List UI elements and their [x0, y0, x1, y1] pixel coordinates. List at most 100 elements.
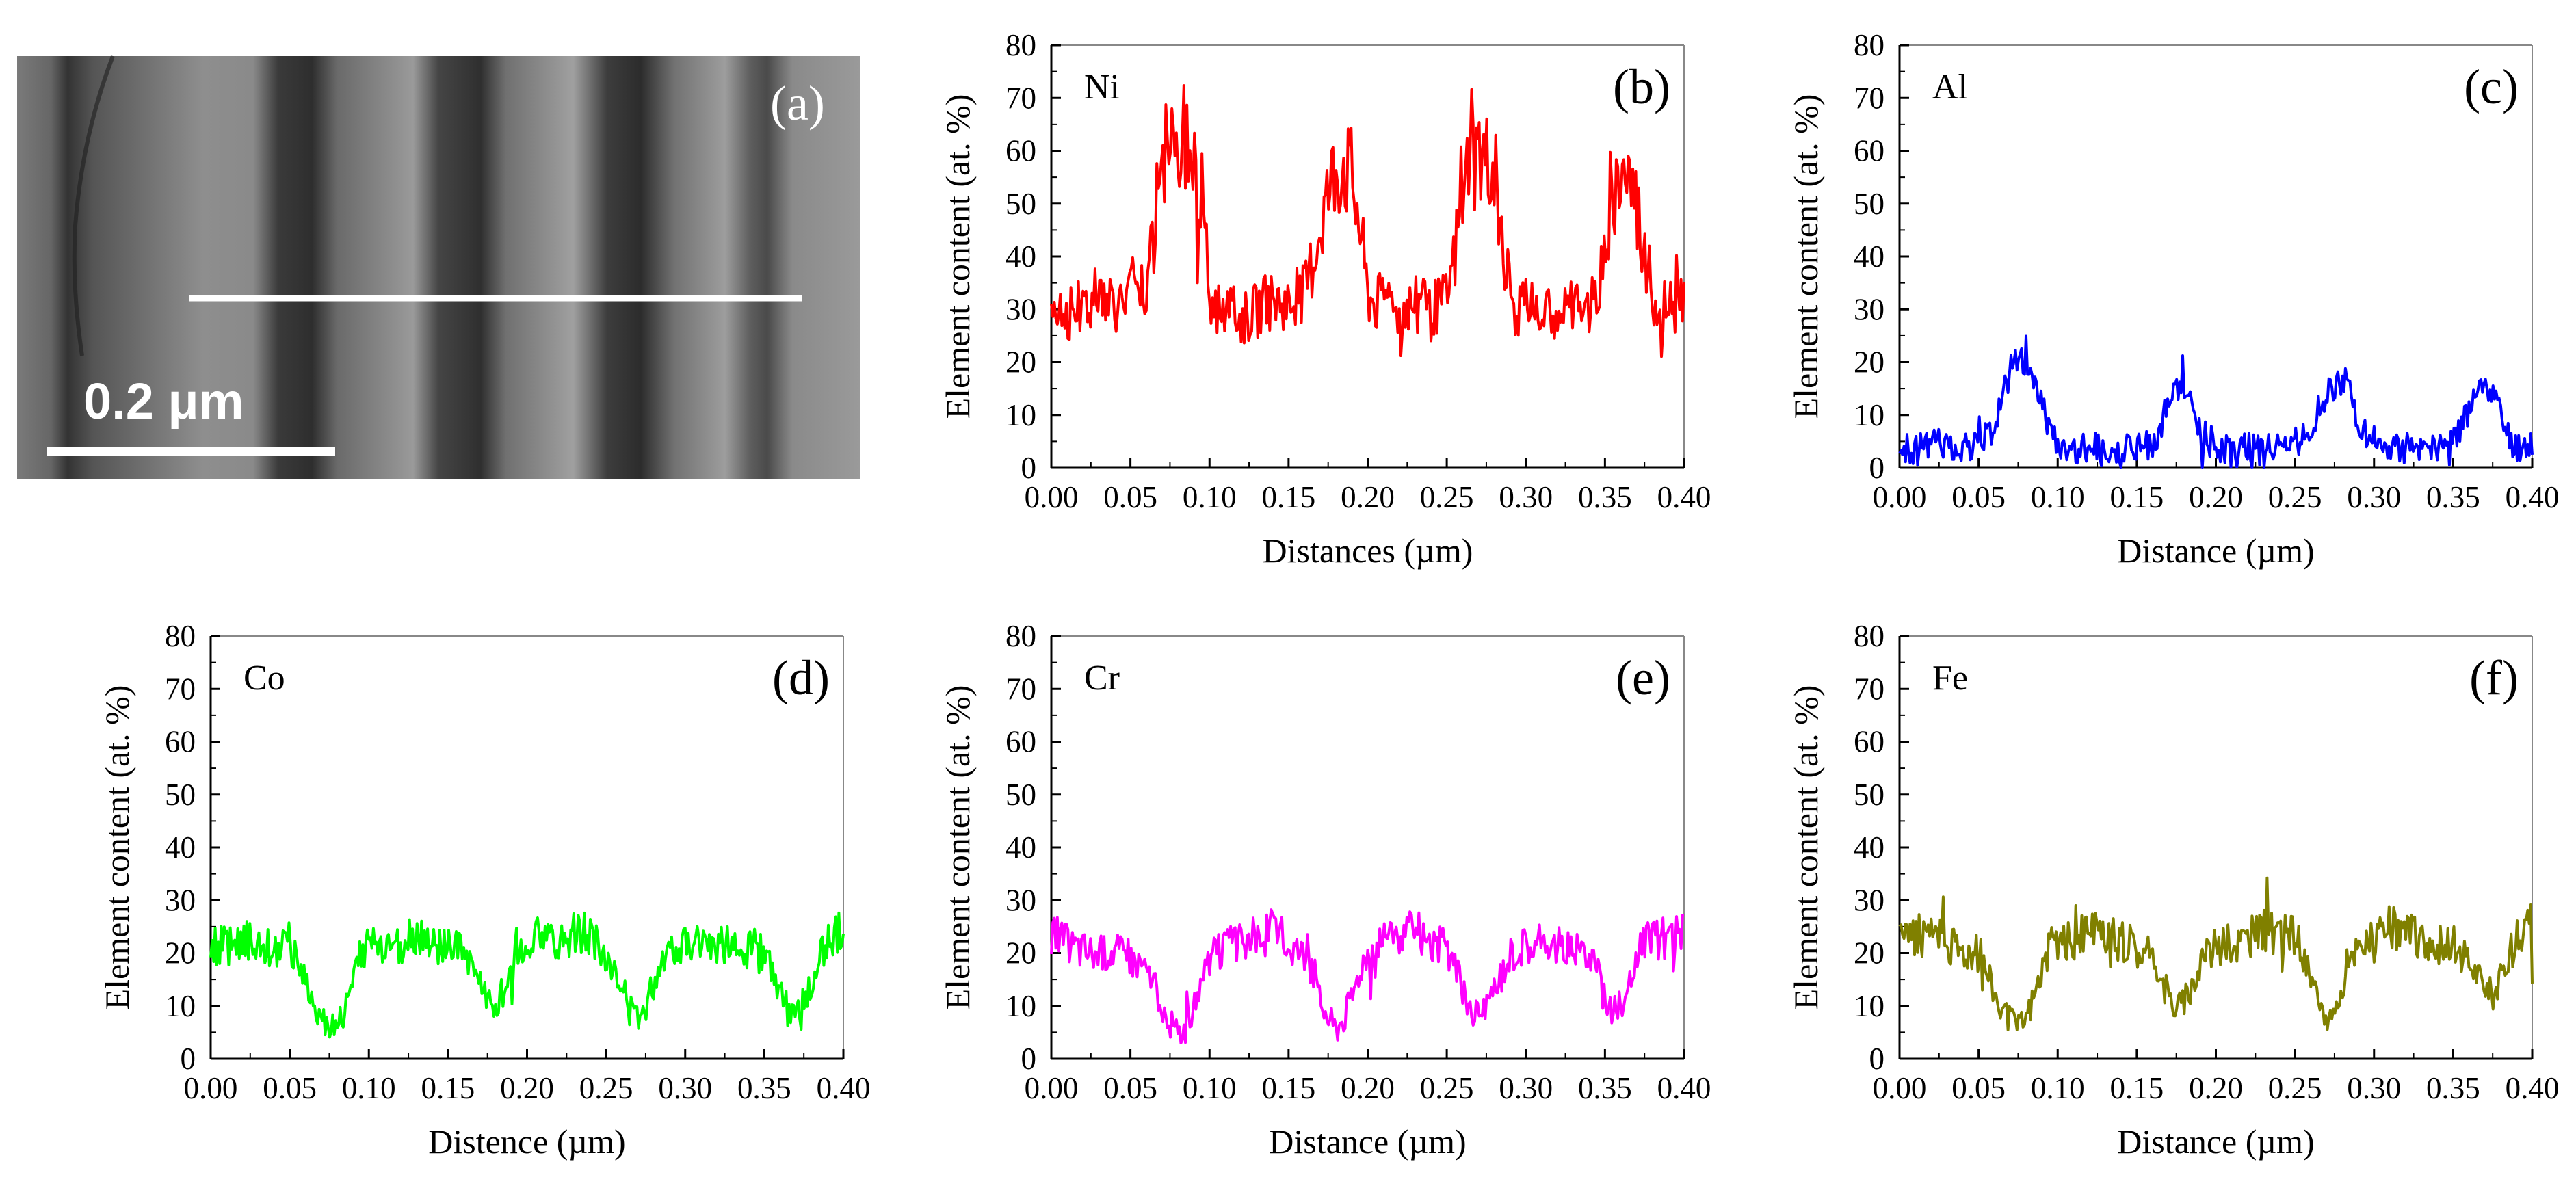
y-tick-label: 50 — [1854, 778, 1884, 812]
x-tick-label: 0.05 — [1951, 1071, 2006, 1105]
micrograph-grain-boundary — [72, 55, 115, 356]
x-axis-title: Distance (µm) — [2117, 1122, 2314, 1161]
x-tick-label: 0.25 — [579, 1071, 633, 1105]
y-tick-label: 70 — [1854, 672, 1884, 706]
y-tick-label: 0 — [1869, 1042, 1885, 1076]
series-line-co — [209, 911, 845, 1039]
y-tick-label: 50 — [1006, 778, 1036, 812]
x-tick-label: 0.10 — [342, 1071, 396, 1105]
panel-a-label: (a) — [770, 76, 825, 131]
chart-al: 0.00 0.05 0.10 0.15 0.20 0.25 0.30 0.35 0.40 0 10 2… — [1787, 28, 2559, 570]
x-tick-label: 0.25 — [2268, 480, 2322, 514]
y-axis-title: Element content (at. %) — [1787, 94, 1825, 419]
y-tick-label: 70 — [165, 672, 196, 706]
x-axis-title: Distence (µm) — [428, 1122, 625, 1161]
x-tick-label: 0.20 — [2189, 1071, 2243, 1105]
x-tick-label: 0.40 — [2506, 480, 2560, 514]
y-tick-label: 40 — [1854, 239, 1884, 274]
element-label: Al — [1932, 68, 1968, 107]
x-tick-label: 0.30 — [1499, 1071, 1553, 1105]
panel-label: (d) — [772, 650, 830, 705]
y-tick-label: 10 — [1854, 989, 1884, 1023]
x-tick-label: 0.00 — [184, 1071, 238, 1105]
series-line-cr — [1050, 908, 1684, 1045]
y-tick-label: 10 — [1006, 398, 1036, 432]
x-tick-label: 0.30 — [2347, 480, 2401, 514]
x-tick-label: 0.15 — [421, 1071, 475, 1105]
x-axis-title: Distance (µm) — [2117, 531, 2314, 570]
x-tick-label: 0.20 — [1341, 480, 1395, 514]
y-axis-title: Element content (at. %) — [938, 94, 977, 419]
y-tick-label: 50 — [1854, 187, 1884, 221]
y-tick-label: 30 — [1854, 883, 1884, 917]
x-tick-label: 0.35 — [1578, 480, 1632, 514]
x-tick-label: 0.40 — [1657, 480, 1711, 514]
x-tick-label: 0.10 — [2031, 480, 2085, 514]
panel-label: (b) — [1613, 60, 1670, 114]
y-tick-label: 20 — [1854, 345, 1884, 380]
element-label: Ni — [1084, 68, 1120, 107]
x-tick-label: 0.15 — [2110, 480, 2164, 514]
chart-ni: 0.00 0.05 0.10 0.15 0.20 0.25 0.30 0.35 0.40 0 10 2… — [938, 28, 1711, 570]
element-label: Co — [244, 659, 285, 698]
y-tick-label: 50 — [165, 778, 196, 812]
x-axis-title: Distance (µm) — [1269, 1122, 1466, 1161]
x-tick-label: 0.15 — [2110, 1071, 2164, 1105]
x-tick-label: 0.15 — [1262, 1071, 1316, 1105]
y-tick-label: 80 — [1006, 619, 1036, 653]
x-tick-label: 0.00 — [1025, 1071, 1079, 1105]
y-tick-label: 60 — [1854, 134, 1884, 168]
x-tick-label: 0.35 — [2426, 1071, 2480, 1105]
element-label: Fe — [1932, 659, 1968, 698]
y-tick-label: 80 — [165, 619, 196, 653]
y-tick-label: 0 — [181, 1042, 196, 1076]
y-tick-label: 20 — [165, 936, 196, 971]
y-tick-label: 80 — [1854, 619, 1884, 653]
panel-label: (f) — [2469, 650, 2519, 705]
y-tick-label: 0 — [1021, 1042, 1037, 1076]
x-tick-label: 0.15 — [1262, 480, 1316, 514]
y-axis-title: Element content (at. %) — [938, 685, 977, 1010]
x-tick-label: 0.00 — [1025, 480, 1079, 514]
x-tick-label: 0.10 — [1183, 1071, 1237, 1105]
micrograph-panel: 0.2 μm (a) — [17, 55, 860, 479]
scale-bar-label: 0.2 μm — [83, 373, 244, 430]
element-label: Cr — [1084, 659, 1120, 698]
y-tick-label: 70 — [1006, 672, 1036, 706]
x-axis-title: Distances (µm) — [1263, 531, 1473, 570]
x-tick-label: 0.35 — [2426, 480, 2480, 514]
x-tick-label: 0.20 — [2189, 480, 2243, 514]
micrograph-image — [17, 56, 860, 479]
y-tick-label: 10 — [1006, 989, 1036, 1023]
y-tick-label: 40 — [1006, 830, 1036, 864]
y-tick-label: 60 — [1854, 725, 1884, 759]
y-tick-label: 60 — [165, 725, 196, 759]
y-tick-label: 60 — [1006, 725, 1036, 759]
y-tick-label: 0 — [1869, 451, 1885, 485]
x-tick-label: 0.30 — [658, 1071, 712, 1105]
y-tick-label: 80 — [1854, 28, 1884, 62]
x-tick-label: 0.20 — [1341, 1071, 1395, 1105]
series-line-ni — [1050, 84, 1685, 358]
x-tick-label: 0.25 — [2268, 1071, 2322, 1105]
chart-co: 0.00 0.05 0.10 0.15 0.20 0.25 0.30 0.35 0.40 0 10 2… — [98, 619, 870, 1161]
y-tick-label: 80 — [1006, 28, 1036, 62]
y-tick-label: 30 — [1854, 292, 1884, 326]
x-tick-label: 0.35 — [737, 1071, 791, 1105]
line-profile-charts: 0.00 0.05 0.10 0.15 0.20 0.25 0.30 0.35 0.40 0 10 2… — [98, 28, 2559, 1161]
x-tick-label: 0.05 — [1951, 480, 2006, 514]
y-tick-label: 40 — [1006, 239, 1036, 274]
x-tick-label: 0.30 — [2347, 1071, 2401, 1105]
x-tick-label: 0.35 — [1578, 1071, 1632, 1105]
chart-fe: 0.00 0.05 0.10 0.15 0.20 0.25 0.30 0.35 0.40 0 10 2… — [1787, 619, 2559, 1161]
x-tick-label: 0.10 — [1183, 480, 1237, 514]
x-tick-label: 0.25 — [1420, 1071, 1474, 1105]
y-tick-label: 70 — [1854, 81, 1884, 115]
series-line-fe — [1898, 876, 2534, 1031]
x-tick-label: 0.10 — [2031, 1071, 2085, 1105]
y-tick-label: 30 — [165, 883, 196, 917]
x-tick-label: 0.00 — [1873, 480, 1927, 514]
chart-cr: 0.00 0.05 0.10 0.15 0.20 0.25 0.30 0.35 0.40 0 10 2… — [938, 619, 1711, 1161]
y-tick-label: 30 — [1006, 883, 1036, 917]
